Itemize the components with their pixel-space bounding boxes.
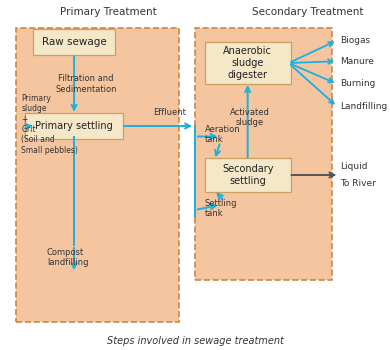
Text: Biogas: Biogas	[340, 36, 370, 45]
Text: Secondary Treatment: Secondary Treatment	[252, 7, 363, 17]
Text: To River: To River	[340, 179, 376, 188]
Text: Activated
sludge: Activated sludge	[230, 108, 269, 127]
FancyBboxPatch shape	[33, 29, 115, 55]
FancyBboxPatch shape	[205, 158, 291, 192]
Text: Landfilling: Landfilling	[340, 102, 387, 111]
FancyBboxPatch shape	[25, 113, 123, 139]
Text: Manure: Manure	[340, 57, 374, 66]
Text: Primary Treatment: Primary Treatment	[60, 7, 157, 17]
Text: Effluent: Effluent	[153, 108, 186, 117]
Text: Secondary
settling: Secondary settling	[222, 164, 273, 186]
Text: Liquid: Liquid	[340, 162, 368, 171]
FancyBboxPatch shape	[195, 28, 332, 280]
Text: Aeration
tank: Aeration tank	[205, 125, 240, 145]
Text: Burning: Burning	[340, 79, 376, 89]
Text: Primary settling: Primary settling	[35, 121, 113, 131]
Text: Filtration and
Sedimentation: Filtration and Sedimentation	[55, 74, 117, 94]
FancyBboxPatch shape	[205, 42, 291, 84]
Text: Settling
tank: Settling tank	[205, 198, 237, 218]
Text: Compost
landfilling: Compost landfilling	[47, 247, 88, 267]
Text: Anaerobic
sludge
digester: Anaerobic sludge digester	[223, 46, 272, 80]
Text: Raw sewage: Raw sewage	[42, 37, 106, 47]
FancyBboxPatch shape	[16, 28, 179, 322]
Text: Primary
sludge
+
Grit
(Soil and
Small pebbles): Primary sludge + Grit (Soil and Small pe…	[21, 94, 78, 155]
Text: Steps involved in sewage treatment: Steps involved in sewage treatment	[106, 336, 284, 346]
